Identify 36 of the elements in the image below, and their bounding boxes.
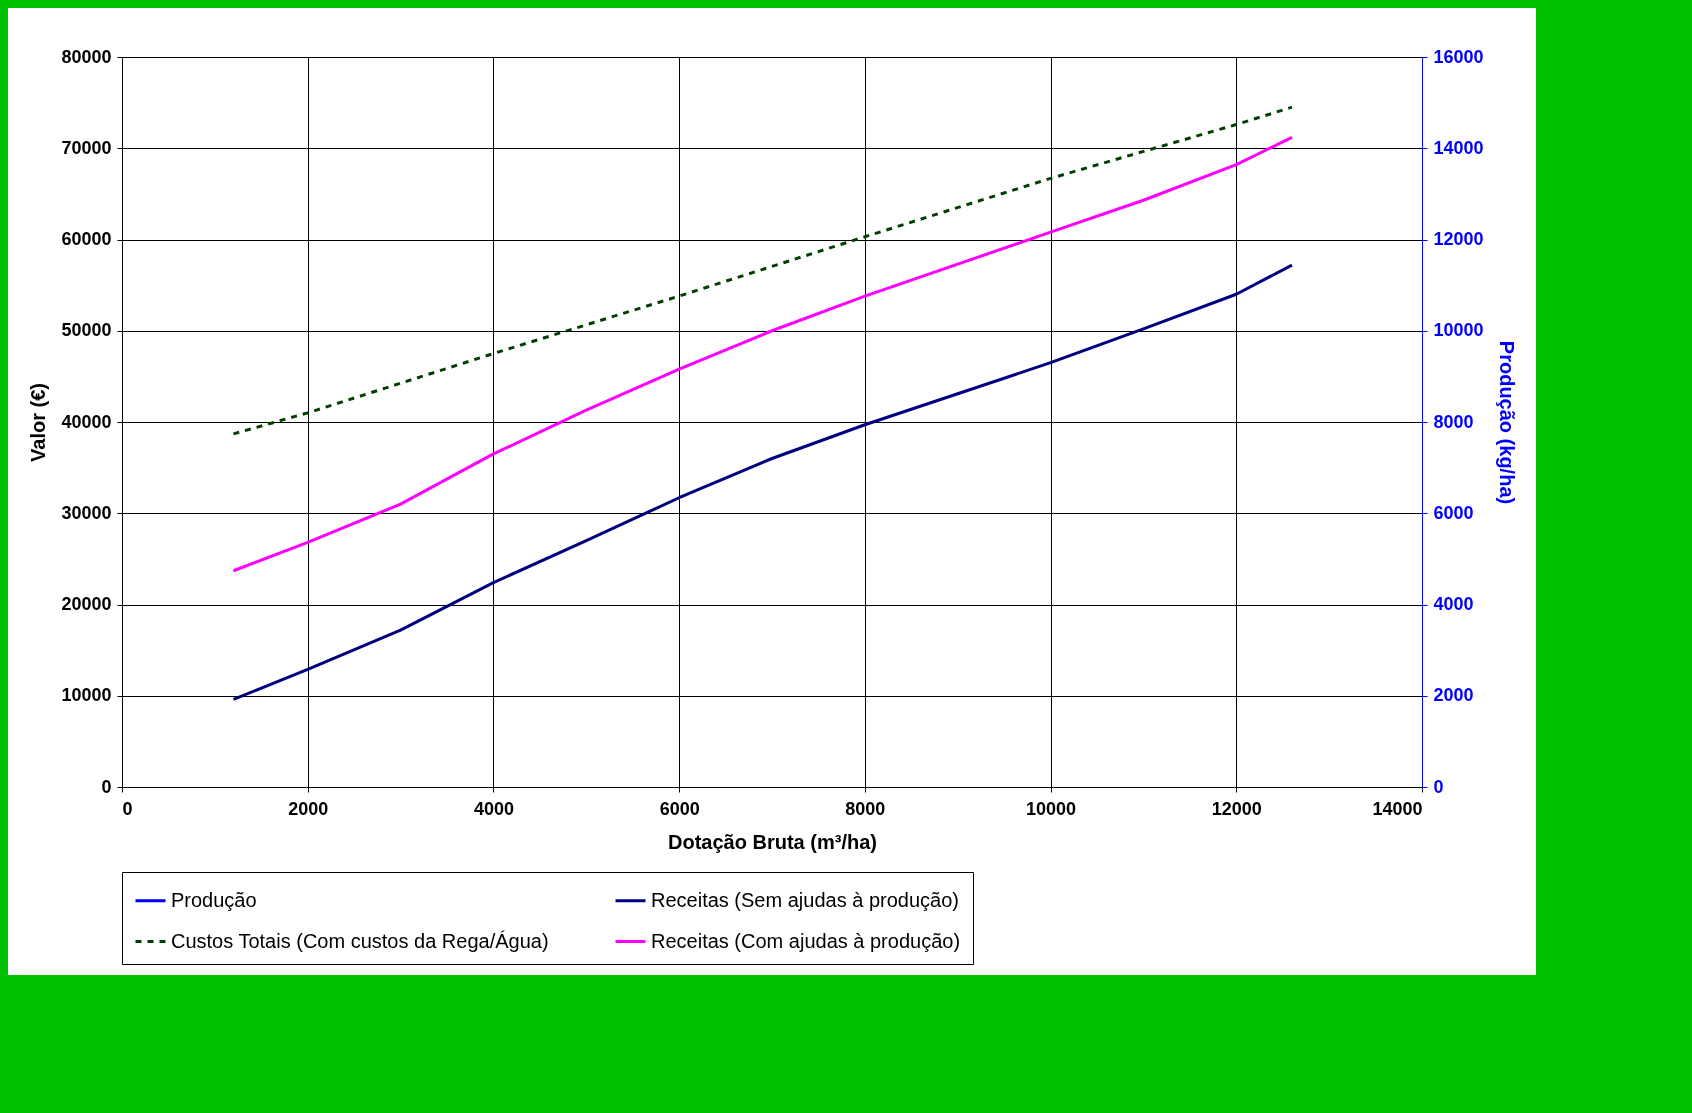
- y2-tick-label: 14000: [1433, 137, 1484, 158]
- line-series: [231, 135, 1294, 573]
- y-tick-label: 20000: [61, 594, 112, 614]
- legend-label: Produção: [171, 888, 257, 911]
- y-tick-label: 10000: [61, 685, 112, 706]
- y2-tick-label: 12000: [1433, 229, 1484, 249]
- x-tick-label: 14000: [1372, 798, 1423, 819]
- x-tick-label: 12000: [1211, 798, 1262, 819]
- line-series: [231, 105, 1294, 436]
- x-tick-label: 2000: [288, 798, 329, 819]
- y-tick-label: 80000: [61, 46, 112, 67]
- y-axis-title: Valor (€): [27, 383, 50, 462]
- y2-tick-label: 8000: [1433, 411, 1474, 432]
- y2-tick-label: 4000: [1433, 594, 1474, 614]
- y-tick-label: 60000: [61, 229, 112, 249]
- y-tick-label: 0: [101, 776, 112, 797]
- legend-label: Receitas (Com ajudas à produção): [651, 929, 961, 952]
- y-tick-label: 50000: [61, 320, 112, 341]
- y2-tick-label: 0: [1433, 776, 1444, 797]
- y-tick-label: 40000: [61, 411, 112, 432]
- x-tick-label: 10000: [1026, 798, 1077, 819]
- line-series: [231, 263, 1294, 701]
- y2-tick-label: 10000: [1433, 320, 1484, 341]
- y2-tick-label: 6000: [1433, 502, 1474, 523]
- legend-label: Custos Totais (Com custos da Rega/Água): [171, 929, 549, 952]
- x-tick-label: 4000: [473, 798, 514, 819]
- y-tick-label: 70000: [61, 137, 112, 158]
- x-tick-label: 8000: [845, 798, 886, 819]
- x-tick-label: 6000: [659, 798, 700, 819]
- y2-axis-title: Produção (kg/ha): [1495, 340, 1518, 505]
- y2-tick-label: 2000: [1433, 685, 1474, 706]
- x-tick-label: 0: [122, 798, 133, 819]
- y2-tick-label: 16000: [1433, 46, 1484, 67]
- y-tick-label: 30000: [61, 502, 112, 523]
- legend-label: Receitas (Sem ajudas à produção): [651, 888, 959, 911]
- x-axis-title: Dotação Bruta (m³/ha): [668, 830, 877, 853]
